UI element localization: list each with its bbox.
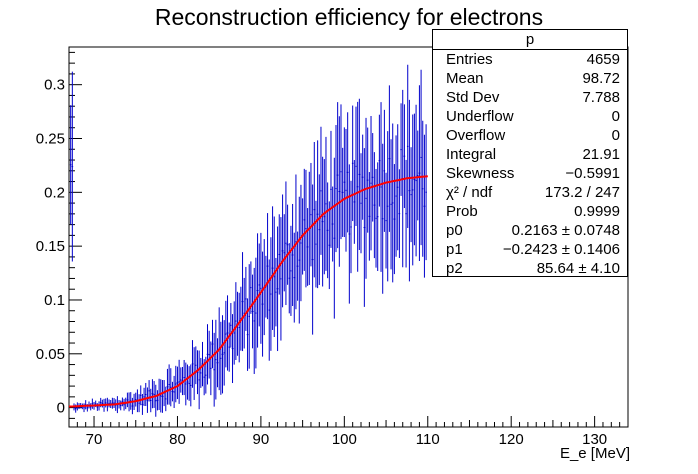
fit-curve — [68, 175, 428, 408]
y-tick-label: 0.3 — [44, 77, 65, 94]
stats-value: −0.5991 — [565, 165, 620, 182]
y-tick-label: 0 — [57, 400, 65, 417]
stats-row: Prob 0.9999 — [433, 202, 627, 221]
stats-label: Entries — [446, 51, 493, 68]
stats-label: p1 — [446, 241, 463, 258]
stats-label: Overflow — [446, 127, 506, 144]
plot-frame — [68, 46, 629, 428]
chart-title: Reconstruction efficiency for electrons — [154, 4, 544, 30]
stats-row: Integral 21.91 — [433, 145, 627, 164]
x-tick-label: 130 — [582, 431, 607, 448]
stats-value: 173.2 / 247 — [544, 184, 620, 201]
stats-row: Std Dev 7.788 — [433, 88, 627, 107]
stats-value: −0.2423 ± 0.1406 — [502, 241, 620, 258]
stats-row: Skewness −0.5991 — [433, 164, 627, 183]
stats-row: Entries 4659 — [433, 50, 627, 69]
stats-label: p2 — [446, 260, 463, 277]
x-tick-label: 70 — [86, 431, 103, 448]
stats-value: 7.788 — [582, 89, 620, 106]
stats-row: Mean 98.72 — [433, 69, 627, 88]
x-tick-label: 120 — [499, 431, 524, 448]
stats-label: Mean — [446, 70, 484, 87]
stats-row: Underflow 0 — [433, 107, 627, 126]
stats-name: p — [433, 30, 627, 50]
stats-value: 85.64 ± 4.10 — [536, 260, 620, 277]
stats-row: p1 −0.2423 ± 0.1406 — [433, 240, 627, 259]
stats-row: Overflow 0 — [433, 126, 627, 145]
y-tick-label: 0.05 — [36, 346, 65, 363]
stats-label: p0 — [446, 222, 463, 239]
stats-label: Underflow — [446, 108, 514, 125]
stats-value: 98.72 — [582, 70, 620, 87]
stats-value: 4659 — [586, 51, 620, 68]
y-tick-label: 0.1 — [44, 292, 65, 309]
stats-value: 0 — [611, 127, 620, 144]
stats-label: Prob — [446, 203, 478, 220]
stats-row: χ² / ndf 173.2 / 247 — [433, 183, 627, 202]
stats-row: p0 0.2163 ± 0.0748 — [433, 221, 627, 240]
stats-value: 0.9999 — [574, 203, 620, 220]
y-tick-label: 0.15 — [36, 238, 65, 255]
x-tick-label: 80 — [169, 431, 186, 448]
x-tick-label: 110 — [416, 431, 440, 448]
stats-box: p Entries 4659 Mean 98.72 Std Dev 7.788 Underf… — [432, 29, 628, 277]
stats-value: 0 — [611, 108, 620, 125]
x-axis-label: E_e [MeV] — [559, 445, 630, 462]
x-tick-label: 100 — [332, 431, 357, 448]
stats-label: Skewness — [446, 165, 515, 182]
stats-value: 21.91 — [582, 146, 620, 163]
y-tick-label: 0.25 — [36, 131, 65, 148]
y-tick-label: 0.2 — [44, 184, 65, 201]
stats-value: 0.2163 ± 0.0748 — [511, 222, 620, 239]
stats-row: p2 85.64 ± 4.10 — [433, 259, 627, 278]
x-tick-label: 90 — [253, 431, 270, 448]
stats-label: Integral — [446, 146, 497, 163]
stats-label: Std Dev — [446, 89, 500, 106]
stats-label: χ² / ndf — [446, 184, 493, 201]
